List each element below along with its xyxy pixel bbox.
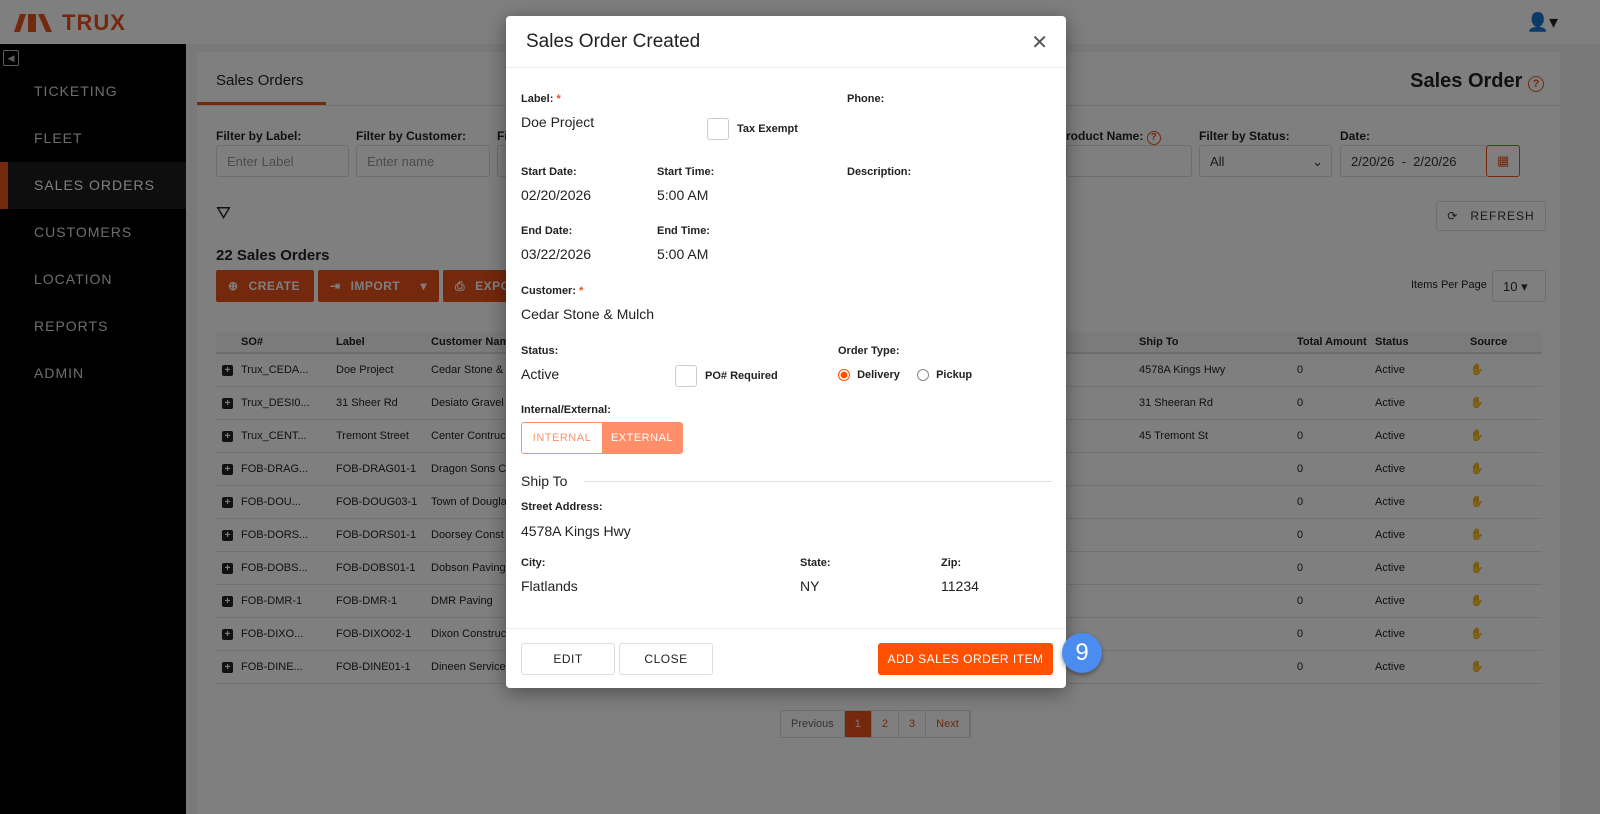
required-marker: * [556, 93, 561, 105]
state-label: State: [800, 557, 831, 569]
state-value: NY [800, 578, 820, 594]
start-date-label: Start Date: [521, 166, 577, 178]
description-label: Description: [847, 166, 912, 178]
label-value: Doe Project [521, 114, 595, 130]
customer-label: Customer: * [521, 285, 583, 297]
label-field-label-text: Label: [521, 93, 554, 105]
pickup-radio[interactable]: Pickup [917, 369, 973, 382]
status-value: Active [521, 366, 560, 382]
ship-to-heading: Ship To [521, 473, 568, 489]
required-marker: * [579, 285, 584, 297]
radio-selected-icon[interactable] [838, 369, 850, 382]
modal-header-divider [506, 67, 1066, 68]
tax-exempt-checkbox[interactable] [707, 118, 729, 140]
order-type-label: Order Type: [838, 345, 900, 357]
internal-option[interactable]: INTERNAL [522, 423, 602, 453]
modal-title: Sales Order Created [526, 31, 701, 52]
customer-value: Cedar Stone & Mulch [521, 306, 655, 322]
city-label: City: [521, 557, 546, 569]
add-sales-order-item-button[interactable]: ADD SALES ORDER ITEM [878, 643, 1053, 675]
close-button[interactable]: CLOSE [619, 643, 713, 675]
end-date-value: 03/22/2026 [521, 246, 592, 262]
start-date-value: 02/20/2026 [521, 187, 592, 203]
sales-order-created-modal: Sales Order Created ✕ Label: * Doe Proje… [506, 16, 1066, 688]
end-time-value: 5:00 AM [657, 246, 709, 262]
end-date-label: End Date: [521, 225, 573, 237]
step-badge: 9 [1062, 633, 1102, 673]
city-value: Flatlands [521, 578, 578, 594]
edit-button[interactable]: EDIT [521, 643, 615, 675]
phone-label: Phone: [847, 93, 885, 105]
label-field-label: Label: * [521, 93, 561, 105]
status-label: Status: [521, 345, 559, 357]
street-label: Street Address: [521, 501, 603, 513]
start-time-label: Start Time: [657, 166, 715, 178]
po-required-label: PO# Required [705, 370, 778, 382]
external-option[interactable]: EXTERNAL [602, 423, 682, 453]
street-value: 4578A Kings Hwy [521, 523, 631, 539]
radio-unselected-icon[interactable] [917, 369, 929, 382]
start-time-value: 5:00 AM [657, 187, 709, 203]
internal-external-label: Internal/External: [521, 404, 611, 416]
ship-to-divider [584, 481, 1052, 482]
delivery-radio[interactable]: Delivery [838, 369, 900, 382]
zip-label: Zip: [941, 557, 962, 569]
tax-exempt-label: Tax Exempt [737, 123, 798, 135]
zip-value: 11234 [941, 578, 979, 594]
po-required-checkbox[interactable] [675, 365, 697, 387]
delivery-label: Delivery [857, 369, 900, 381]
customer-label-text: Customer: [521, 285, 577, 297]
pickup-label: Pickup [936, 369, 973, 381]
internal-external-toggle: INTERNAL EXTERNAL [521, 422, 683, 454]
close-icon[interactable]: ✕ [1031, 32, 1048, 54]
modal-footer-divider [506, 628, 1066, 629]
end-time-label: End Time: [657, 225, 710, 237]
